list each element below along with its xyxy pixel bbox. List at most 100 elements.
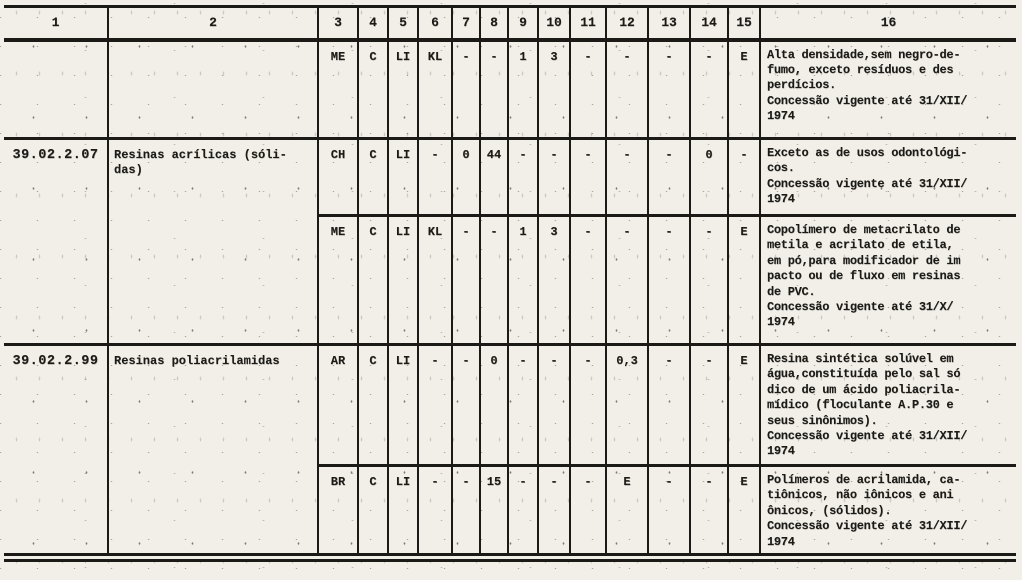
value-cell: AR [317, 343, 359, 466]
value-cell: C [357, 464, 389, 556]
code-cell: 39.02.2.99 [4, 343, 109, 556]
value-cell: - [647, 214, 691, 345]
value-cell: - [451, 343, 481, 466]
value-cell: E [727, 343, 761, 466]
value-cell: E [605, 464, 649, 556]
column-header: 1 [4, 6, 109, 42]
value-cell: - [451, 39, 481, 139]
value-cell: LI [387, 464, 419, 556]
value-cell: - [647, 39, 691, 139]
value-cell: ME [317, 214, 359, 345]
value-cell: - [689, 39, 729, 139]
column-header: 7 [451, 6, 481, 42]
value-cell: LI [387, 137, 419, 216]
description-cell: Resinas poliacrilamidas [107, 343, 319, 556]
value-cell: - [451, 214, 481, 345]
value-cell: 0 [689, 137, 729, 216]
code-cell: 39.02.2.07 [4, 137, 109, 345]
column-header: 15 [727, 6, 761, 42]
note-cell: Exceto as de usos odontológi- cos. Conce… [759, 137, 1016, 216]
value-cell: 3 [537, 39, 571, 139]
value-cell: - [727, 137, 761, 216]
value-cell: - [569, 137, 607, 216]
value-cell: - [507, 343, 539, 466]
column-header: 4 [357, 6, 389, 42]
value-cell: LI [387, 39, 419, 139]
note-cell: Alta densidade,sem negro-de- fumo, excet… [759, 39, 1016, 139]
column-header: 13 [647, 6, 691, 42]
column-header: 3 [317, 6, 359, 42]
value-cell: C [357, 343, 389, 466]
column-header: 6 [417, 6, 453, 42]
value-cell: - [605, 137, 649, 216]
value-cell: - [689, 214, 729, 345]
value-cell: - [605, 214, 649, 345]
description-cell [107, 39, 319, 139]
column-header: 11 [569, 6, 607, 42]
column-header: 14 [689, 6, 729, 42]
value-cell: 15 [479, 464, 509, 556]
value-cell: LI [387, 343, 419, 466]
note-cell: Resina sintética solúvel em água,constit… [759, 343, 1016, 466]
value-cell: C [357, 214, 389, 345]
value-cell: - [417, 343, 453, 466]
column-header: 10 [537, 6, 571, 42]
value-cell: - [569, 464, 607, 556]
table-row: ME C LI KL - - 1 3 - - - - E Alta densid… [4, 39, 1016, 139]
value-cell: - [647, 343, 691, 466]
table-row: 39.02.2.07 Resinas acrílicas (sóli- das)… [4, 137, 1016, 345]
header-row: 1 2 3 4 5 6 7 8 9 10 11 12 13 14 15 16 [4, 6, 1016, 42]
table-row: BR C LI - - 15 - - - E - - E Polímeros d… [4, 464, 1016, 556]
column-header: 12 [605, 6, 649, 42]
value-cell: - [647, 464, 691, 556]
value-cell: ME [317, 39, 359, 139]
value-cell: C [357, 39, 389, 139]
value-cell: - [479, 214, 509, 345]
value-cell: - [605, 39, 649, 139]
table-row: 39.02.2.99 Resinas poliacrilamidas AR C … [4, 343, 1016, 556]
value-cell: KL [417, 39, 453, 139]
value-cell: E [727, 214, 761, 345]
value-cell: 44 [479, 137, 509, 216]
value-cell: 0,3 [605, 343, 649, 466]
value-cell: - [451, 464, 481, 556]
value-cell: BR [317, 464, 359, 556]
column-header: 9 [507, 6, 539, 42]
column-header: 2 [107, 6, 319, 42]
value-cell: E [727, 464, 761, 556]
note-cell: Copolímero de metacrilato de metila e ac… [759, 214, 1016, 345]
value-cell: - [479, 39, 509, 139]
value-cell: LI [387, 214, 419, 345]
value-cell: CH [317, 137, 359, 216]
column-header: 16 [759, 6, 1016, 42]
value-cell: 3 [537, 214, 571, 345]
value-cell: - [417, 137, 453, 216]
value-cell: 1 [507, 214, 539, 345]
value-cell: - [647, 137, 691, 216]
value-cell: - [417, 464, 453, 556]
value-cell: C [357, 137, 389, 216]
value-cell: 0 [451, 137, 481, 216]
value-cell: - [537, 464, 571, 556]
code-cell [4, 39, 109, 139]
value-cell: 0 [479, 343, 509, 466]
column-header: 5 [387, 6, 419, 42]
column-header: 8 [479, 6, 509, 42]
value-cell: 1 [507, 39, 539, 139]
table-row: ME C LI KL - - 1 3 - - - - E Copolímero … [4, 214, 1016, 345]
value-cell: E [727, 39, 761, 139]
value-cell: - [507, 464, 539, 556]
value-cell: - [569, 39, 607, 139]
value-cell: - [507, 137, 539, 216]
value-cell: - [537, 343, 571, 466]
value-cell: - [689, 464, 729, 556]
value-cell: KL [417, 214, 453, 345]
value-cell: - [689, 343, 729, 466]
value-cell: - [569, 343, 607, 466]
description-cell: Resinas acrílicas (sóli- das) [107, 137, 319, 345]
tariff-table: 1 2 3 4 5 6 7 8 9 10 11 12 13 14 15 16 [4, 5, 1016, 556]
value-cell: - [569, 214, 607, 345]
value-cell: - [537, 137, 571, 216]
